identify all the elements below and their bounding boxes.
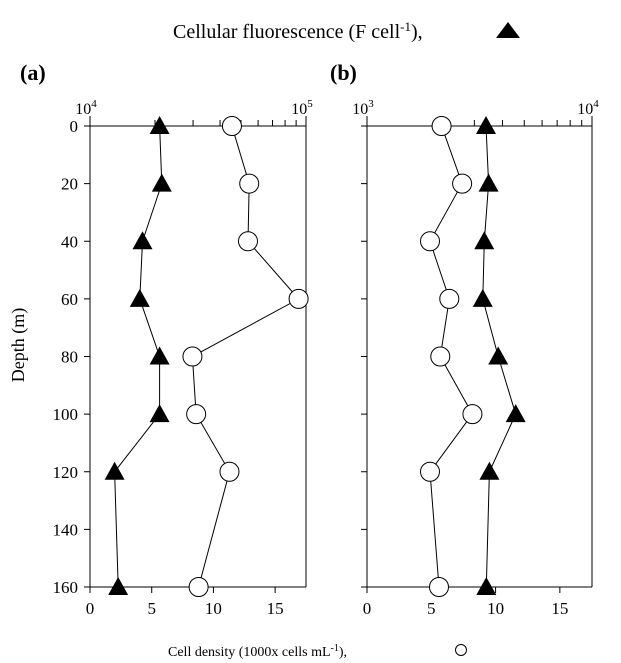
y-tick-label: 20 <box>61 175 78 194</box>
triangle-point <box>472 288 493 307</box>
triangle-point <box>505 404 526 423</box>
circle-point <box>430 346 451 367</box>
x-tick-label: 10 <box>205 599 222 618</box>
triangle-point <box>476 577 497 595</box>
triangle-point <box>151 173 172 192</box>
triangle-point <box>149 404 170 423</box>
y-tick-label: 0 <box>70 117 79 136</box>
y-tick-label: 160 <box>53 578 79 597</box>
circle-point <box>182 346 203 367</box>
x-tick-label: 5 <box>147 599 156 618</box>
circle-point <box>431 116 452 136</box>
circle-point <box>237 231 258 252</box>
triangle-series-line <box>114 125 163 588</box>
y-tick-label: 40 <box>61 232 78 251</box>
bottom-title: Cell density (1000x cells mL-1), <box>168 643 467 660</box>
circle-point <box>420 461 440 482</box>
triangle-point <box>479 461 500 480</box>
circle-point <box>452 173 473 194</box>
circle-series-line <box>429 125 473 588</box>
x-tick-label: 10 <box>487 599 504 618</box>
triangle-point <box>108 577 129 595</box>
x-tick-label: 5 <box>427 599 436 618</box>
x-tick-label: 0 <box>86 599 95 618</box>
circle-point <box>420 231 440 252</box>
circle-point <box>439 288 460 309</box>
top-title: Cellular fluorescence (F cell-1), <box>173 19 520 43</box>
panel-a: (a) 0 20 40 60 80 100 120 140 160 0 5 10 15 104 105 <box>20 60 313 618</box>
y-tick-label: 100 <box>53 405 79 424</box>
y-axis-label: Depth (m) <box>8 308 29 382</box>
circle-point <box>186 404 207 425</box>
y-tick-label: 140 <box>53 520 79 539</box>
y-tick-label: 60 <box>61 290 78 309</box>
triangle-point <box>132 231 153 250</box>
triangle-point <box>149 116 170 134</box>
triangle-point <box>478 173 499 192</box>
panel-b: (b) 0 5 10 15 103 104 <box>330 60 599 618</box>
x-tick-label: 0 <box>363 599 372 618</box>
circle-legend-icon <box>455 644 467 656</box>
triangle-point <box>476 116 497 134</box>
y-tick-label: 120 <box>53 463 79 482</box>
circle-point <box>188 577 209 597</box>
circle-point <box>221 116 242 136</box>
x-tick-label: 15 <box>551 599 568 618</box>
top-tick-label: 104 <box>75 98 97 118</box>
top-tick-label: 105 <box>291 98 313 118</box>
triangle-point <box>104 461 125 480</box>
bottom-title-text: Cell density (1000x cells mL-1), <box>168 643 347 660</box>
circle-series-line <box>191 125 300 588</box>
panel-label: (b) <box>330 60 357 85</box>
circle-point <box>219 461 240 482</box>
x-tick-label: 15 <box>267 599 284 618</box>
top-title-text: Cellular fluorescence (F cell-1), <box>173 19 423 43</box>
triangle-point <box>488 346 509 365</box>
circle-point <box>288 288 309 309</box>
triangle-point <box>129 288 150 307</box>
triangle-legend-icon <box>496 22 520 38</box>
circle-point <box>429 577 449 597</box>
circle-point <box>462 404 483 425</box>
y-tick-label: 80 <box>61 348 78 367</box>
top-tick-label: 104 <box>577 98 599 118</box>
triangle-point <box>149 346 170 365</box>
circle-point <box>239 173 260 194</box>
top-tick-label: 103 <box>352 98 374 118</box>
triangle-series-line <box>482 125 517 588</box>
panel-label: (a) <box>20 60 46 85</box>
triangle-point <box>474 231 495 250</box>
